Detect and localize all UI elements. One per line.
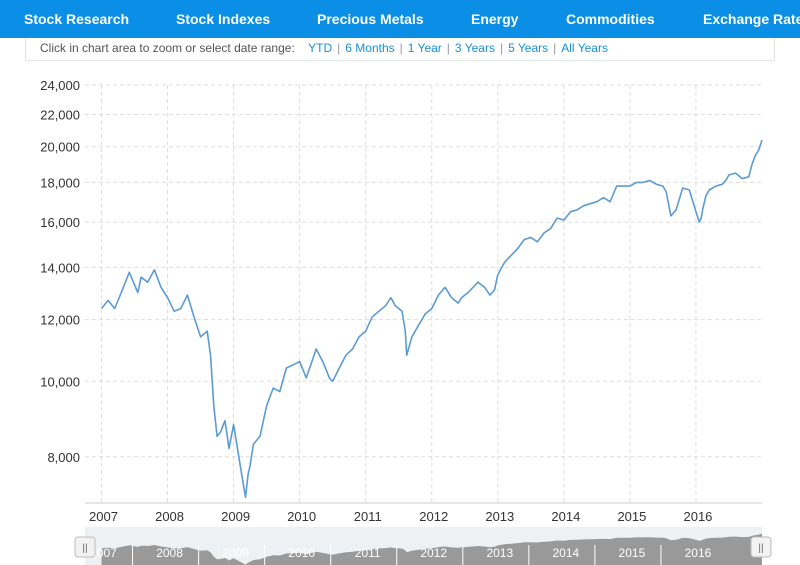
navigator-year-label: 2014 xyxy=(553,546,580,560)
range-all-years[interactable]: All Years xyxy=(561,41,608,55)
navigator-year-label: 2013 xyxy=(486,546,513,560)
x-tick-label: 2016 xyxy=(683,509,712,524)
navigator: 2007 2008 2009 2010 2011 2012 2013 2014 2015 2016… xyxy=(66,527,772,565)
y-tick-label: 18,000 xyxy=(40,175,80,190)
x-tick-label: 2008 xyxy=(155,509,184,524)
nav-stock-indexes[interactable]: Stock Indexes xyxy=(176,11,271,27)
handle-grip-icon: || xyxy=(82,543,87,554)
y-tick-label: 14,000 xyxy=(40,260,80,275)
x-tick-label: 2007 xyxy=(89,509,118,524)
x-tick-label: 2009 xyxy=(221,509,250,524)
navigator-area xyxy=(101,533,762,565)
navigator-year-label: 2015 xyxy=(619,546,646,560)
y-tick-label: 10,000 xyxy=(40,374,80,389)
range-6-months[interactable]: 6 Months xyxy=(345,41,395,55)
y-tick-label: 8,000 xyxy=(47,450,80,465)
x-tick-label: 2010 xyxy=(287,509,316,524)
x-tick-label: 2013 xyxy=(485,509,514,524)
range-separator: | xyxy=(337,41,341,55)
range-3-years[interactable]: 3 Years xyxy=(454,41,495,55)
y-tick-label: 24,000 xyxy=(40,78,80,93)
nav-exchange-rates[interactable]: Exchange Rates xyxy=(703,11,800,27)
range-separator: | xyxy=(399,41,403,55)
date-range-selector: Click in chart area to zoom or select da… xyxy=(25,38,775,61)
nav-stock-research[interactable]: Stock Research xyxy=(24,11,130,27)
y-tick-label: 20,000 xyxy=(40,140,80,155)
range-5-years[interactable]: 5 Years xyxy=(508,41,549,55)
chart-grid xyxy=(85,84,762,504)
nav-commodities[interactable]: Commodities xyxy=(566,11,655,27)
top-navigation: Stock Research Stock Indexes Precious Me… xyxy=(0,0,800,38)
nav-precious-metals[interactable]: Precious Metals xyxy=(317,11,424,27)
range-separator: | xyxy=(446,41,450,55)
y-tick-label: 16,000 xyxy=(40,215,80,230)
navigator-year-label: 2016 xyxy=(685,546,712,560)
x-tick-label: 2012 xyxy=(419,509,448,524)
navigator-left-handle[interactable] xyxy=(74,536,96,558)
x-axis-ticks: 2007 2008 2009 2010 2011 2012 2013 2014 2015 2016 xyxy=(89,509,712,524)
navigator-year-label: 2012 xyxy=(420,546,447,560)
range-separator: | xyxy=(553,41,557,55)
navigator-year-label: 2008 xyxy=(156,546,183,560)
range-1-year[interactable]: 1 Year xyxy=(407,41,442,55)
x-tick-label: 2015 xyxy=(617,509,646,524)
range-separator: | xyxy=(499,41,504,55)
nav-energy[interactable]: Energy xyxy=(471,11,519,27)
navigator-year-label: 2009 xyxy=(222,546,249,560)
navigator-labels: 2007 2008 2009 2010 2011 2012 2013 2014 2015 2016 xyxy=(66,545,712,565)
x-tick-label: 2011 xyxy=(354,509,382,524)
navigator-year-label: 2007 xyxy=(90,546,117,560)
y-tick-label: 22,000 xyxy=(40,107,80,122)
navigator-year-label: 2010 xyxy=(288,546,315,560)
navigator-year-label: 2011 xyxy=(355,546,381,560)
y-tick-label: 12,000 xyxy=(40,313,80,328)
y-axis-ticks: 8,000 10,000 12,000 14,000 16,000 18,000 20,00… xyxy=(40,78,80,465)
handle-grip-icon: || xyxy=(758,543,763,554)
x-tick-label: 2014 xyxy=(551,509,580,524)
series-line xyxy=(100,139,763,498)
range-ytd[interactable]: YTD xyxy=(308,41,333,55)
range-prompt: Click in chart area to zoom or select da… xyxy=(40,41,295,55)
navigator-right-handle[interactable] xyxy=(750,536,772,558)
